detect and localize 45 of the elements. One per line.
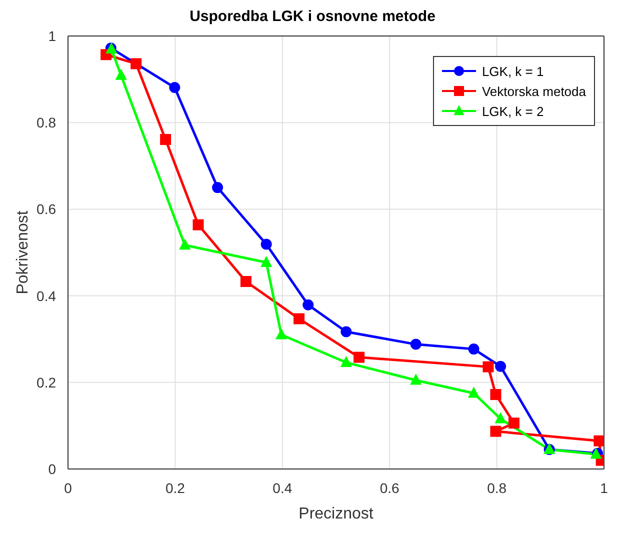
point — [212, 182, 224, 194]
point — [169, 82, 180, 94]
point — [294, 313, 305, 324]
point — [179, 239, 190, 250]
y-tick-label: 1 — [48, 28, 56, 44]
point — [340, 356, 352, 367]
point — [260, 238, 272, 250]
point — [490, 426, 502, 437]
point — [508, 418, 520, 429]
point — [276, 328, 287, 340]
point — [594, 435, 604, 446]
x-tick-label: 0.8 — [487, 480, 507, 496]
point — [495, 412, 506, 424]
point — [354, 352, 365, 363]
x-tick-label: 0.4 — [272, 480, 292, 496]
y-tick-label: 0.2 — [36, 374, 56, 390]
point — [130, 58, 142, 70]
point — [410, 374, 422, 385]
legend-label: Vektorska metoda — [482, 84, 586, 98]
point — [192, 219, 204, 230]
x-tick-label: 1 — [600, 480, 608, 496]
legend-label: LGK, k = 1 — [482, 64, 544, 78]
x-tick-label: 0.6 — [380, 480, 400, 496]
point — [468, 387, 480, 398]
y-tick-label: 0 — [48, 460, 56, 477]
x-tick-label: 0.2 — [165, 480, 186, 496]
chart-title: Usporedba LGK i osnovne metode — [188, 8, 436, 25]
legend-label: LGK, k = 2 — [482, 104, 544, 118]
point — [160, 134, 172, 145]
y-axis-title: Pokrivenost — [14, 210, 32, 294]
x-tick-label: 0 — [64, 480, 72, 496]
y-tick-label: 0.8 — [36, 114, 56, 131]
point — [260, 256, 272, 267]
y-tick-label: 0.4 — [36, 288, 56, 304]
point — [490, 389, 502, 400]
point — [482, 361, 494, 372]
point — [116, 69, 127, 80]
point — [340, 326, 352, 338]
point — [468, 344, 480, 355]
point — [495, 360, 506, 372]
point — [410, 338, 422, 350]
point — [240, 276, 252, 288]
x-axis-title: Preciznost — [298, 505, 374, 522]
y-tick-label: 0.6 — [36, 201, 56, 218]
point — [302, 299, 314, 310]
